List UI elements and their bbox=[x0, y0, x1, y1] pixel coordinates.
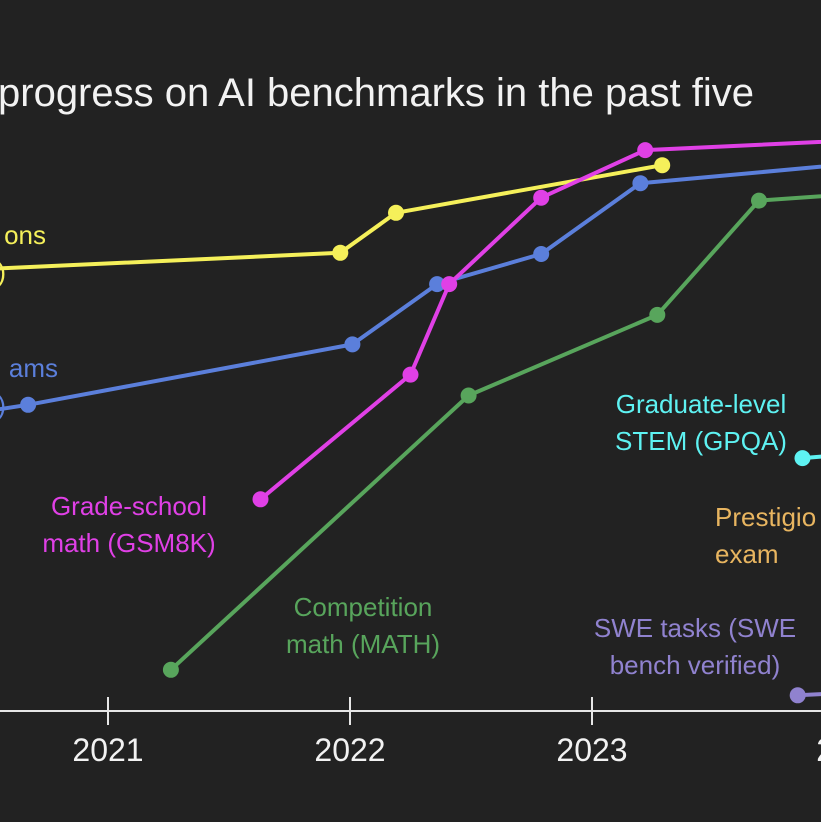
data-point-green-1 bbox=[460, 387, 477, 404]
x-axis-ticks: 2021 2022 2023 20 bbox=[72, 697, 821, 768]
data-point-blue-5 bbox=[632, 175, 649, 192]
series-group bbox=[0, 139, 821, 704]
series-label-green-line-0: Competition bbox=[294, 592, 433, 622]
series-purple bbox=[789, 687, 821, 704]
series-label-magenta-line-0: Grade-school bbox=[51, 491, 207, 521]
series-label-cyan-line-0: Graduate-level bbox=[616, 389, 787, 419]
x-tick-label-2022: 2022 bbox=[314, 732, 385, 768]
x-tick-label-2023: 2023 bbox=[556, 732, 627, 768]
series-label-magenta-line-1: math (GSM8K) bbox=[42, 528, 215, 558]
series-label-blue-line-1: ) bbox=[0, 390, 6, 420]
series-label-cyan-line-1: STEM (GPQA) bbox=[615, 426, 787, 456]
series-yellow bbox=[0, 157, 671, 271]
data-point-yellow-3 bbox=[654, 157, 671, 174]
data-point-green-3 bbox=[751, 192, 767, 209]
data-point-magenta-4 bbox=[637, 142, 654, 159]
data-point-magenta-2 bbox=[441, 276, 458, 293]
series-label-purple: SWE tasks (SWE bench verified) bbox=[594, 613, 796, 680]
data-point-blue-4 bbox=[533, 246, 550, 262]
series-magenta bbox=[252, 139, 821, 508]
data-point-magenta-0 bbox=[252, 491, 269, 508]
series-label-blue: ams) bbox=[0, 353, 58, 420]
data-point-blue-1 bbox=[20, 396, 37, 413]
data-point-cyan-0 bbox=[794, 450, 811, 467]
series-label-cyan: Graduate-level STEM (GPQA) bbox=[615, 389, 787, 456]
x-tick-label-2021: 2021 bbox=[72, 732, 143, 768]
series-label-purple-line-0: SWE tasks (SWE bbox=[594, 613, 796, 643]
data-point-magenta-3 bbox=[533, 189, 550, 206]
data-point-yellow-2 bbox=[388, 204, 404, 221]
series-label-blue-line-0: ams bbox=[9, 353, 58, 383]
data-point-green-2 bbox=[649, 306, 666, 323]
series-cyan bbox=[794, 450, 821, 467]
chart-title: progress on AI benchmarks in the past fi… bbox=[0, 71, 754, 115]
series-label-yellow-line-0: ons bbox=[4, 220, 46, 250]
series-blue bbox=[0, 164, 821, 413]
x-tick-label-20: 20 bbox=[816, 732, 821, 768]
series-label-yellow-line-1: ) bbox=[0, 257, 6, 287]
series-label-yellow: ons) bbox=[0, 220, 46, 287]
series-label-purple-line-1: bench verified) bbox=[610, 650, 781, 680]
data-point-magenta-1 bbox=[402, 366, 419, 383]
series-green bbox=[162, 192, 821, 678]
series-label-magenta: Grade-school math (GSM8K) bbox=[42, 491, 215, 558]
series-label-orange-line-0: Prestigio bbox=[715, 502, 816, 532]
data-point-blue-3 bbox=[429, 276, 446, 293]
data-point-yellow-1 bbox=[332, 244, 349, 261]
series-label-green-line-1: math (MATH) bbox=[286, 629, 440, 659]
series-line-yellow bbox=[0, 163, 663, 271]
series-line-magenta bbox=[259, 139, 821, 501]
data-point-blue-2 bbox=[344, 336, 361, 353]
data-point-purple-0 bbox=[789, 687, 806, 704]
data-point-green-0 bbox=[162, 661, 179, 678]
series-label-orange-line-1: exam bbox=[715, 539, 779, 569]
series-label-green: Competition math (MATH) bbox=[286, 592, 440, 659]
series-label-orange: Prestigio exam bbox=[715, 502, 816, 569]
